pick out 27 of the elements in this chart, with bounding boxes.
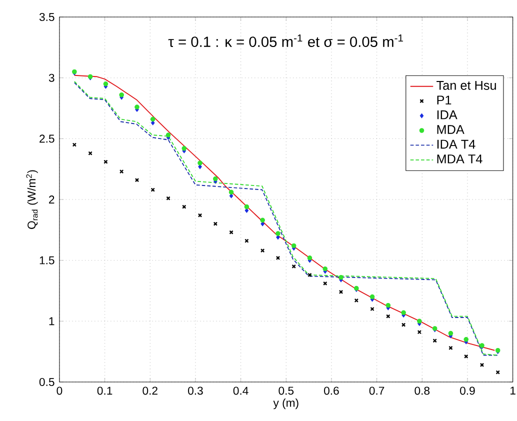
x-tick-label: 0.3 bbox=[188, 386, 203, 395]
x-tick-label: 0.5 bbox=[278, 386, 294, 395]
legend-label: P1 bbox=[437, 96, 452, 104]
y-tick-label: 1 bbox=[49, 317, 54, 326]
x-tick-label: 0.4 bbox=[233, 386, 248, 395]
legend-label: MDA T4 bbox=[437, 154, 482, 164]
y-axis-title: Q$_{rad}$ (W/m$^{2}$) bbox=[26, 170, 38, 229]
x-tick-label: 0.6 bbox=[324, 386, 339, 395]
x-tick-label: 0.8 bbox=[414, 386, 430, 395]
y-tick-label: 2.5 bbox=[40, 134, 54, 143]
y-tick-label: 3 bbox=[48, 74, 54, 82]
x-axis-title: y (m) bbox=[273, 398, 298, 410]
legend-label: IDA bbox=[437, 110, 458, 120]
x-tick-label: 0.2 bbox=[142, 386, 158, 395]
legend-label: Tan et Hsu bbox=[436, 80, 496, 90]
legend-label: IDA T4 bbox=[437, 140, 476, 149]
legend-label: MDA bbox=[437, 125, 464, 134]
x-tick-label: 0.1 bbox=[97, 386, 112, 395]
text: τ = 0.1 : κ = 0.05 m$^{-1}$ et σ = 0.05 m$^{-1}$ bbox=[168, 34, 403, 47]
y-tick-label: 3.5 bbox=[39, 12, 54, 22]
y-tick-label: 0.5 bbox=[39, 378, 54, 386]
y-tick-label: 1.5 bbox=[40, 256, 54, 264]
x-tick-label: 0.7 bbox=[369, 386, 384, 395]
x-tick-label: 0.9 bbox=[460, 386, 475, 395]
x-tick-label: 0 bbox=[56, 386, 62, 395]
x-tick-label: 1 bbox=[510, 386, 516, 395]
y-tick-label: 2 bbox=[49, 196, 54, 204]
